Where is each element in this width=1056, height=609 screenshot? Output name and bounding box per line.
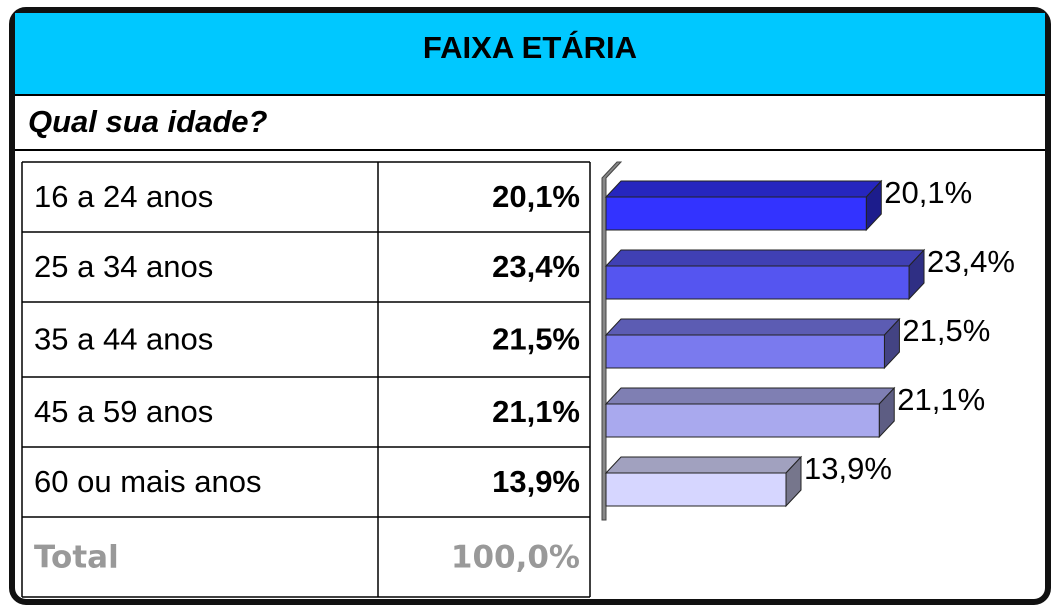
value-label: 21,1% (897, 382, 985, 417)
frame (9, 7, 1051, 605)
row-label: 16 a 24 anos (34, 179, 213, 214)
value-label: 23,4% (927, 244, 1015, 279)
total-value: 100,0% (451, 540, 580, 576)
bar (605, 472, 787, 507)
bar-top (604, 249, 926, 267)
title: FAIXA ETÁRIA (423, 30, 637, 65)
row-value: 13,9% (492, 464, 580, 499)
bar (605, 334, 885, 369)
bar-top (604, 318, 901, 336)
bar-top (604, 180, 883, 198)
bar-top (604, 456, 803, 474)
table: 16 a 24 anos 20,1% 25 a 34 anos 23,4% 35 a 4… (21, 161, 591, 598)
value-label: 20,1% (884, 175, 972, 210)
value-label: 13,9% (804, 451, 892, 486)
row-label: 25 a 34 anos (34, 249, 213, 284)
chart: 20,1% 23,4% 21,5% 21,1%13,9% (601, 161, 1015, 521)
question: Qual sua idade? (28, 104, 268, 139)
row-value: 21,1% (492, 394, 580, 429)
row-label: 45 a 59 anos (34, 394, 213, 429)
bar (605, 196, 867, 231)
row-label: 35 a 44 anos (34, 322, 213, 357)
row-value: 20,1% (492, 179, 580, 214)
bar-top (604, 387, 896, 405)
row-label: 60 ou mais anos (34, 464, 261, 499)
row-value: 23,4% (492, 249, 580, 284)
bar (605, 265, 910, 300)
title-bar (15, 13, 1045, 95)
total-label: Total (34, 540, 119, 576)
bar (605, 403, 880, 438)
value-label: 21,5% (902, 313, 990, 348)
row-value: 21,5% (492, 322, 580, 357)
